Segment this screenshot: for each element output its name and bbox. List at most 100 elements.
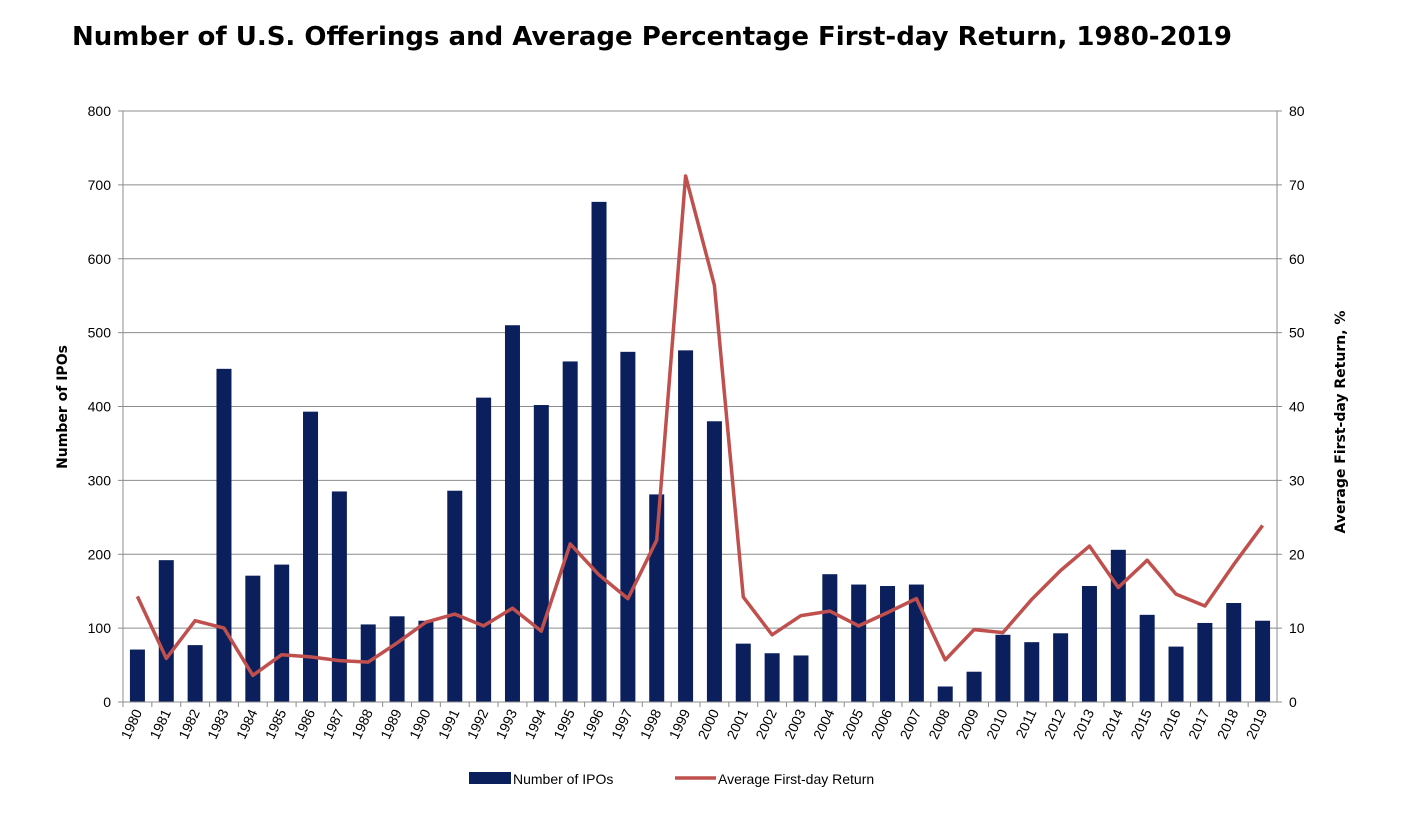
left-axis-ticks: 0 100 200 300 400 500 600 700 800 [88, 103, 112, 710]
x-tick-label: 1984 [233, 706, 261, 741]
x-tick-label: 1995 [550, 706, 578, 741]
bar [216, 368, 232, 702]
x-tick-label: 2019 [1243, 706, 1271, 741]
bar [274, 564, 290, 702]
x-tick-label: 2000 [694, 706, 722, 741]
x-tick-label: 2004 [810, 706, 838, 741]
x-tick-label: 2005 [839, 706, 867, 741]
bar [995, 634, 1011, 702]
x-tick-label: 2002 [752, 706, 780, 741]
bar [1226, 603, 1242, 702]
bar [620, 351, 636, 702]
legend-bar-swatch [469, 772, 511, 784]
left-tick-label: 0 [103, 694, 111, 710]
bar [764, 653, 780, 702]
right-tick-label: 70 [1289, 177, 1305, 193]
left-tick-label: 200 [88, 546, 112, 562]
left-tick-label: 100 [88, 620, 112, 636]
right-tick-label: 20 [1289, 546, 1305, 562]
bar [533, 405, 549, 702]
x-tick-label: 1989 [377, 706, 405, 741]
x-tick-label: 2001 [723, 706, 751, 741]
x-tick-label: 2013 [1070, 706, 1098, 741]
bar [129, 649, 145, 702]
bar [937, 686, 953, 702]
bar [418, 620, 434, 702]
right-tick-label: 40 [1289, 399, 1305, 415]
right-tick-label: 50 [1289, 325, 1305, 341]
x-tick-label: 2012 [1041, 706, 1069, 741]
bar [706, 421, 722, 702]
x-tick-label: 1993 [493, 706, 521, 741]
x-tick-label: 2010 [983, 706, 1011, 741]
bar [245, 575, 261, 702]
bar [851, 584, 867, 702]
x-tick-label: 1992 [464, 706, 492, 741]
bar [1024, 642, 1040, 702]
x-tick-label: 1996 [579, 706, 607, 741]
left-tick-label: 400 [88, 399, 112, 415]
bar [1139, 614, 1155, 702]
x-tick-label: 2008 [925, 706, 953, 741]
right-tick-label: 60 [1289, 251, 1305, 267]
x-tick-label: 2011 [1012, 706, 1039, 740]
x-tick-label: 1988 [348, 706, 376, 741]
legend-bar-label: Number of IPOs [513, 771, 613, 787]
left-tick-label: 700 [88, 177, 112, 193]
x-tick-label: 1991 [435, 706, 463, 741]
x-tick-label: 2014 [1098, 706, 1126, 741]
bar [1053, 633, 1069, 702]
x-tick-label: 1998 [637, 706, 665, 741]
right-tick-label: 30 [1289, 472, 1305, 488]
bar [1197, 622, 1213, 702]
x-tick-label: 1994 [521, 706, 549, 741]
x-tick-label: 2007 [896, 706, 924, 741]
bar [562, 361, 578, 702]
bar [1081, 586, 1097, 702]
right-axis-ticks: 0 10 20 30 40 50 60 70 80 [1289, 103, 1305, 710]
legend-line-label: Average First-day Return [718, 771, 874, 787]
right-tick-label: 80 [1289, 103, 1305, 119]
x-tick-label: 1986 [291, 706, 319, 741]
bar [504, 325, 520, 702]
gridlines [118, 110, 1282, 703]
x-tick-label: 2015 [1127, 706, 1155, 741]
x-tick-label: 2017 [1185, 706, 1213, 741]
right-axis-title: Average First-day Return, % [1333, 311, 1349, 534]
right-tick-label: 0 [1289, 694, 1297, 710]
bar [908, 584, 924, 702]
bar [331, 491, 347, 702]
x-tick-label: 2009 [954, 706, 982, 741]
bar [966, 671, 982, 702]
bar-series [129, 201, 1271, 702]
left-tick-label: 500 [88, 325, 112, 341]
bar [389, 616, 405, 702]
bar [158, 560, 174, 702]
bar [476, 397, 492, 702]
bar [880, 586, 896, 702]
x-tick-label: 2018 [1214, 706, 1242, 741]
x-tick-label: 1987 [319, 706, 347, 741]
x-tick-label: 1997 [608, 706, 636, 741]
chart-title: Number of U.S. Offerings and Average Per… [72, 22, 1232, 52]
bar [1110, 549, 1126, 702]
bar [303, 411, 319, 702]
bar [822, 574, 838, 702]
right-tick-label: 10 [1289, 620, 1305, 636]
x-tick-label: 1981 [146, 706, 174, 741]
x-tick-label: 1990 [406, 706, 434, 741]
x-tick-label: 2006 [868, 706, 896, 741]
bar [447, 490, 463, 702]
x-axis-ticks: 1980 1981 1982 1983 1984 1985 1986 1987 1988 1989… [117, 702, 1270, 742]
x-tick-label: 1999 [666, 706, 694, 741]
bar [678, 350, 694, 702]
bar [1255, 620, 1271, 702]
x-tick-label: 1980 [117, 706, 145, 741]
x-tick-label: 1982 [175, 706, 203, 741]
legend: Number of IPOs Average First-day Return [469, 771, 874, 787]
left-tick-label: 300 [88, 472, 112, 488]
bar [793, 655, 809, 702]
bar [187, 645, 203, 702]
left-tick-label: 800 [88, 103, 112, 119]
